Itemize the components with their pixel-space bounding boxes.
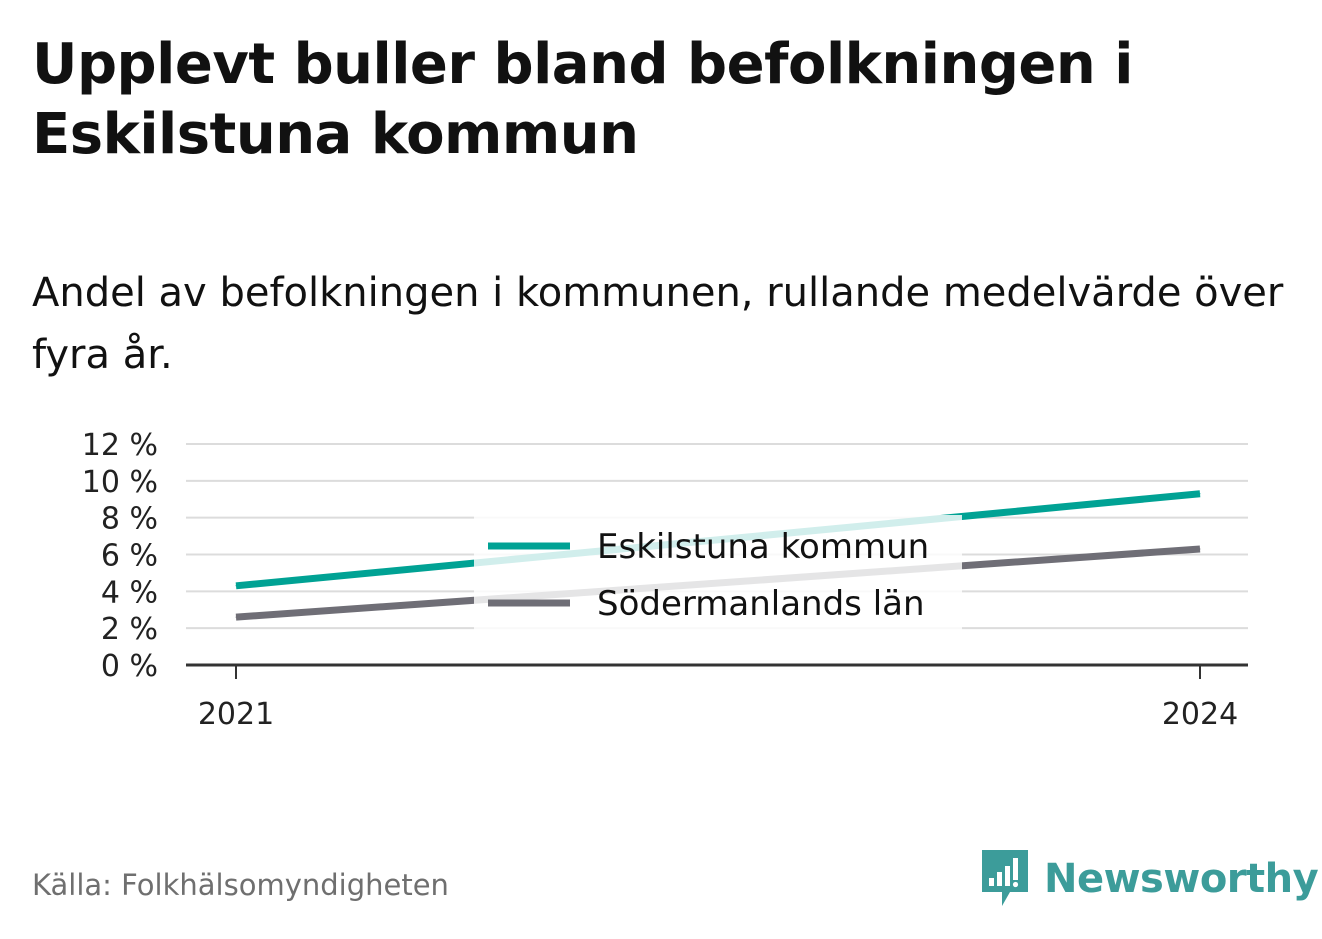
x-tick-label: 2021 <box>198 697 274 732</box>
y-tick-label: 2 % <box>101 612 158 647</box>
legend-label-eskilstuna: Eskilstuna kommun <box>597 527 929 567</box>
series-point-0 <box>235 585 237 587</box>
source-note: Källa: Folkhälsomyndigheten <box>32 868 449 902</box>
y-tick-label: 0 % <box>101 649 158 684</box>
legend: Eskilstuna kommun Södermanlands län <box>474 515 962 633</box>
x-tick-label: 2024 <box>1162 697 1238 732</box>
y-tick-label: 10 % <box>82 465 158 500</box>
x-axis-ticks: 2021 2024 <box>198 665 1238 732</box>
newsworthy-brand: Newsworthy <box>980 848 1319 910</box>
legend-label-sodermanland: Södermanlands län <box>597 584 925 624</box>
newsworthy-logo-icon <box>982 850 1028 906</box>
y-tick-label: 8 % <box>101 502 158 537</box>
y-tick-label: 4 % <box>101 575 158 610</box>
brand-name: Newsworthy <box>1044 856 1319 902</box>
y-tick-label: 6 % <box>101 539 158 574</box>
series-point-0 <box>1199 493 1201 495</box>
chart-subtitle: Andel av befolkningen i kommunen, rullan… <box>32 270 1284 378</box>
y-axis-ticks: 0 %2 %4 %6 %8 %10 %12 % <box>82 428 158 684</box>
chart-title: Upplevt buller bland befolkningen i Eski… <box>32 32 1133 167</box>
series-point-1 <box>1199 548 1201 550</box>
legend-background <box>474 515 962 633</box>
y-tick-label: 12 % <box>82 428 158 463</box>
series-point-1 <box>235 616 237 618</box>
